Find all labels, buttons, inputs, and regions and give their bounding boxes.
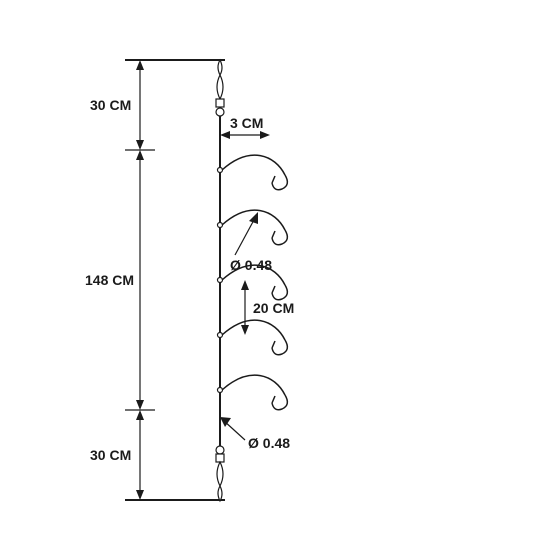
label-bottom-section: 30 CM [90, 447, 131, 463]
hook-2 [218, 210, 288, 245]
hook-icon [272, 230, 287, 245]
branch-line [222, 320, 285, 340]
arrow-down-icon [136, 490, 144, 500]
arrow-up-icon [136, 150, 144, 160]
branch-line [222, 375, 285, 395]
hook-4 [218, 320, 288, 355]
pointer-lower-diameter: Ø 0.48 [220, 417, 290, 451]
hook-icon [272, 285, 287, 300]
loop-icon [218, 168, 223, 173]
label-branch-width: 3 CM [230, 115, 263, 131]
top-terminal-icon [216, 60, 224, 116]
dim-branch-width: 3 CM [220, 115, 270, 139]
label-upper-diameter: Ø 0.48 [230, 257, 272, 273]
loop-icon [218, 388, 223, 393]
label-top-section: 30 CM [90, 97, 131, 113]
loop-icon [218, 223, 223, 228]
hook-5 [218, 375, 288, 410]
hook-icon [272, 175, 287, 190]
arrow-up-icon [136, 410, 144, 420]
label-middle-section: 148 CM [85, 272, 134, 288]
label-hook-spacing: 20 CM [253, 300, 294, 316]
arrow-up-icon [136, 60, 144, 70]
pointer-upper-diameter: Ø 0.48 [230, 212, 272, 273]
branch-line [222, 155, 285, 175]
loop-icon [218, 278, 223, 283]
arrow-down-icon [136, 400, 144, 410]
hook-icon [272, 340, 287, 355]
arrow-down-icon [136, 140, 144, 150]
hook-icon [272, 395, 287, 410]
bottom-terminal-icon [216, 446, 224, 501]
label-lower-diameter: Ø 0.48 [248, 435, 290, 451]
hook-1 [218, 155, 288, 190]
loop-icon [218, 333, 223, 338]
